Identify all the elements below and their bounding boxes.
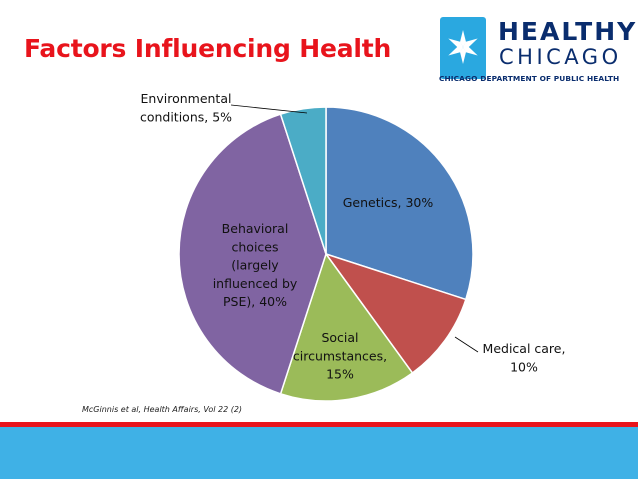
logo-word-chicago: CHICAGO bbox=[499, 45, 622, 69]
footer-blue-band bbox=[0, 427, 638, 479]
slice-label-behavioral-choices-largely-influenced-by-pse: Behavioral choices (largely influenced by PS… bbox=[213, 221, 298, 309]
slice-label-genetics: Genetics, 30% bbox=[343, 195, 434, 210]
pie-slice-behavioral-choices-largely-influenced-by-pse bbox=[178, 113, 327, 395]
healthy-chicago-logo: HEALTHY CHICAGO CHICAGO DEPARTMENT OF PU… bbox=[432, 15, 635, 87]
pie-slices bbox=[178, 106, 474, 402]
slide-title: Factors Influencing Health bbox=[24, 34, 392, 63]
star-logo-icon bbox=[440, 17, 486, 79]
slice-label-social-circumstances: Social circumstances, 15% bbox=[293, 330, 387, 382]
slice-labels: Genetics, 30% Medical care, 10% Social circu… bbox=[140, 91, 566, 382]
slice-label-medical-care: Medical care, 10% bbox=[483, 341, 566, 374]
pie-slice-medical-care bbox=[324, 252, 467, 374]
logo-word-healthy: HEALTHY bbox=[498, 17, 638, 46]
leader-line-environmental bbox=[230, 104, 308, 114]
slice-label-environmental-conditions: Environmental conditions, 5% bbox=[140, 91, 232, 124]
pie-slice-social-circumstances bbox=[279, 252, 414, 402]
footer-red-band bbox=[0, 422, 638, 427]
pie-slice-environmental-conditions bbox=[279, 106, 327, 255]
label-leader-lines bbox=[230, 104, 479, 353]
pie-chart: Genetics, 30% Medical care, 10% Social circu… bbox=[140, 91, 566, 402]
logo-subtitle: CHICAGO DEPARTMENT OF PUBLIC HEALTH bbox=[439, 74, 620, 83]
citation: McGinnis et al, Health Affairs, Vol 22 (… bbox=[82, 405, 243, 414]
pie-slice-genetics bbox=[325, 106, 474, 301]
leader-line-medical-care bbox=[454, 336, 479, 353]
